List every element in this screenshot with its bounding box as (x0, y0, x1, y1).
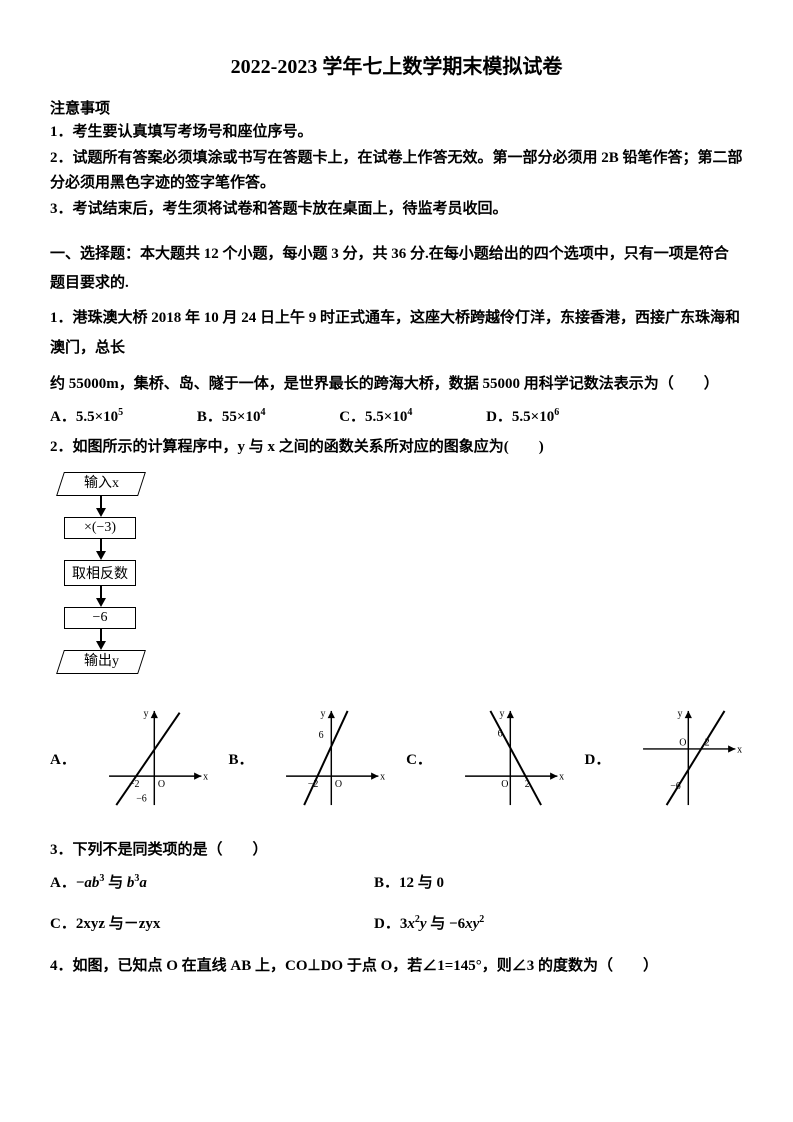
q1-c-sup: 4 (407, 407, 412, 418)
flow-arrow-icon (96, 641, 106, 650)
q1-opt-b: B．55×104 (197, 405, 266, 426)
q1-a-prefix: A．5.5×10 (50, 409, 118, 425)
q2-graph-c: x y O 2 6 (456, 699, 565, 817)
q2-opt-c-label: C． (406, 748, 432, 769)
flow-arrow-stem (100, 539, 102, 551)
flow-input-text: 输入x (84, 473, 119, 495)
q1-b-sup: 4 (260, 407, 265, 418)
q1-b-prefix: B．55×10 (197, 409, 261, 425)
q2-graph-a: x y O −2 −6 (100, 699, 209, 817)
q3-a-expr: −ab3 与 b3a (76, 875, 147, 891)
tick-six: 6 (498, 728, 503, 739)
tick-pos2: 2 (705, 737, 710, 748)
q3-opt-b: B．12 与 0 (374, 871, 694, 892)
flow-step3: −6 (64, 607, 136, 629)
axis-x-label: x (381, 772, 386, 783)
q1-c-prefix: C．5.5×10 (339, 409, 407, 425)
flowchart: 输入x ×(−3) 取相反数 −6 输出y (50, 472, 743, 674)
q3-opt-d: D．3x2y 与 −6xy2 (374, 912, 694, 933)
flow-step2: 取相反数 (64, 560, 136, 586)
flow-input: 输入x (56, 472, 146, 496)
flow-arrow-icon (96, 551, 106, 560)
flow-output: 输出y (56, 650, 146, 674)
flow-arrow-stem (100, 629, 102, 641)
q1-d-prefix: D．5.5×10 (486, 409, 554, 425)
axis-x-label: x (559, 772, 564, 783)
tick-neg6: −6 (136, 793, 147, 804)
notice-header: 注意事项 (50, 97, 743, 118)
axis-y-label: y (678, 708, 683, 719)
flow-arrow-icon (96, 508, 106, 517)
q3-d-expr: 3x2y 与 −6xy2 (400, 916, 484, 932)
origin-label: O (680, 737, 687, 748)
exam-title: 2022-2023 学年七上数学期末模拟试卷 (50, 50, 743, 79)
origin-label: O (158, 779, 165, 790)
axis-x-label: x (203, 772, 208, 783)
q3-opt-c: C．2xyz 与－zyx (50, 912, 370, 933)
tick-neg2: −2 (308, 779, 319, 790)
q2-graph-b: x y O −2 6 (277, 699, 386, 817)
axis-y-label: y (499, 708, 504, 719)
q2-text: 2．如图所示的计算程序中，y 与 x 之间的函数关系所对应的图象应为( ) (50, 432, 743, 462)
q2-graph-d: x y O 2 −6 (634, 699, 743, 817)
notice-1: 1．考生要认真填写考场号和座位序号。 (50, 120, 743, 146)
flow-arrow-icon (96, 598, 106, 607)
tick-neg2: −2 (129, 779, 140, 790)
tick-neg6: −6 (671, 781, 682, 792)
notice-3: 3．考试结束后，考生须将试卷和答题卡放在桌面上，待监考员收回。 (50, 197, 743, 223)
q1-line1: 1．港珠澳大桥 2018 年 10 月 24 日上午 9 时正式通车，这座大桥跨… (50, 303, 743, 363)
q3-opt-a: A．−ab3 与 b3a (50, 871, 370, 892)
q3-a-label: A． (50, 875, 76, 891)
q3-text: 3．下列不是同类项的是（ ） (50, 835, 743, 865)
q1-a-sup: 5 (118, 407, 123, 418)
q1-opt-d: D．5.5×106 (486, 405, 559, 426)
axis-y-label: y (321, 708, 326, 719)
q1-opt-c: C．5.5×104 (339, 405, 412, 426)
q1-d-sup: 6 (554, 407, 559, 418)
q3-d-label: D． (374, 916, 400, 932)
q1-options: A．5.5×105 B．55×104 C．5.5×104 D．5.5×106 (50, 405, 743, 426)
q2-opt-b-label: B． (228, 748, 253, 769)
tick-pos2: 2 (525, 779, 530, 790)
origin-label: O (335, 779, 342, 790)
notice-2: 2．试题所有答案必须填涂或书写在答题卡上，在试卷上作答无效。第一部分必须用 2B… (50, 146, 743, 197)
flow-step1: ×(−3) (64, 517, 136, 539)
q2-opt-a-label: A． (50, 748, 76, 769)
flow-arrow-stem (100, 496, 102, 508)
flow-output-text: 输出y (84, 651, 119, 673)
section-1-header: 一、选择题：本大题共 12 个小题，每小题 3 分，共 36 分.在每小题给出的… (50, 240, 743, 297)
q1-line2: 约 55000m，集桥、岛、隧于一体，是世界最长的跨海大桥，数据 55000 用… (50, 369, 743, 399)
q2-graph-options: A． x y O −2 −6 B． x y O −2 6 C． x y O (50, 699, 743, 817)
q2-opt-d-label: D． (585, 748, 611, 769)
tick-six: 6 (319, 730, 324, 741)
axis-y-label: y (143, 708, 148, 719)
q4-text: 4．如图，已知点 O 在直线 AB 上，CO⊥DO 于点 O，若∠1=145°，… (50, 951, 743, 981)
q1-opt-a: A．5.5×105 (50, 405, 123, 426)
axis-x-label: x (738, 745, 743, 756)
origin-label: O (501, 779, 508, 790)
flow-arrow-stem (100, 586, 102, 598)
